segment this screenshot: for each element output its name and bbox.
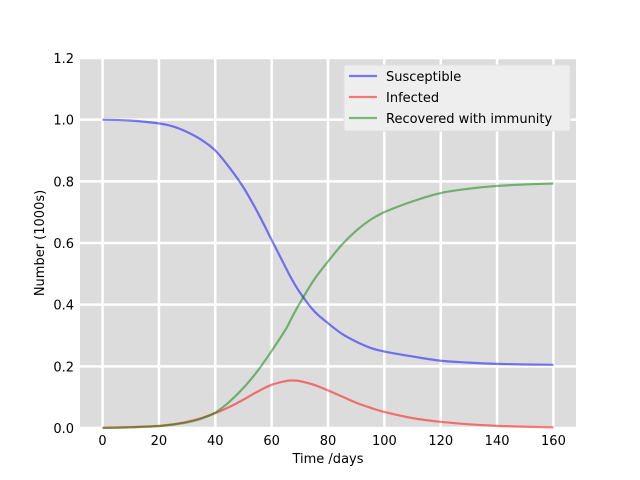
legend-label-infected: Infected bbox=[386, 91, 439, 106]
legend-frame bbox=[343, 64, 571, 132]
y-tick-label: 1.0 bbox=[53, 114, 74, 129]
x-tick-label: 60 bbox=[263, 434, 280, 449]
y-tick-label: 1.2 bbox=[53, 52, 74, 67]
y-axis-label: Number (1000s) bbox=[33, 190, 48, 296]
series-layer bbox=[102, 118, 554, 430]
x-tick-label: 80 bbox=[320, 434, 337, 449]
x-tick-label: 140 bbox=[485, 434, 510, 449]
y-tick-label: 0.8 bbox=[53, 175, 74, 190]
x-tick-label: 0 bbox=[98, 434, 106, 449]
series-line-susceptible bbox=[102, 118, 554, 366]
y-axis-ticks: 0.0 0.2 0.4 0.6 0.8 1.0 1.2 bbox=[53, 52, 74, 437]
legend: Susceptible Infected Recovered with immuni… bbox=[343, 64, 571, 132]
x-tick-label: 40 bbox=[207, 434, 224, 449]
y-tick-label: 0.4 bbox=[53, 299, 74, 314]
legend-label-susceptible: Susceptible bbox=[386, 70, 461, 85]
legend-label-recovered: Recovered with immunity bbox=[386, 112, 553, 127]
series-line-recovered bbox=[102, 182, 554, 430]
x-tick-label: 20 bbox=[151, 434, 168, 449]
x-tick-label: 160 bbox=[541, 434, 566, 449]
x-tick-label: 100 bbox=[372, 434, 397, 449]
y-tick-label: 0.0 bbox=[53, 422, 74, 437]
y-tick-label: 0.6 bbox=[53, 237, 74, 252]
x-tick-label: 120 bbox=[428, 434, 453, 449]
y-tick-label: 0.2 bbox=[53, 360, 74, 375]
x-axis-label: Time /days bbox=[291, 452, 363, 467]
x-axis-ticks: 0 20 40 60 80 100 120 140 160 bbox=[98, 434, 565, 449]
